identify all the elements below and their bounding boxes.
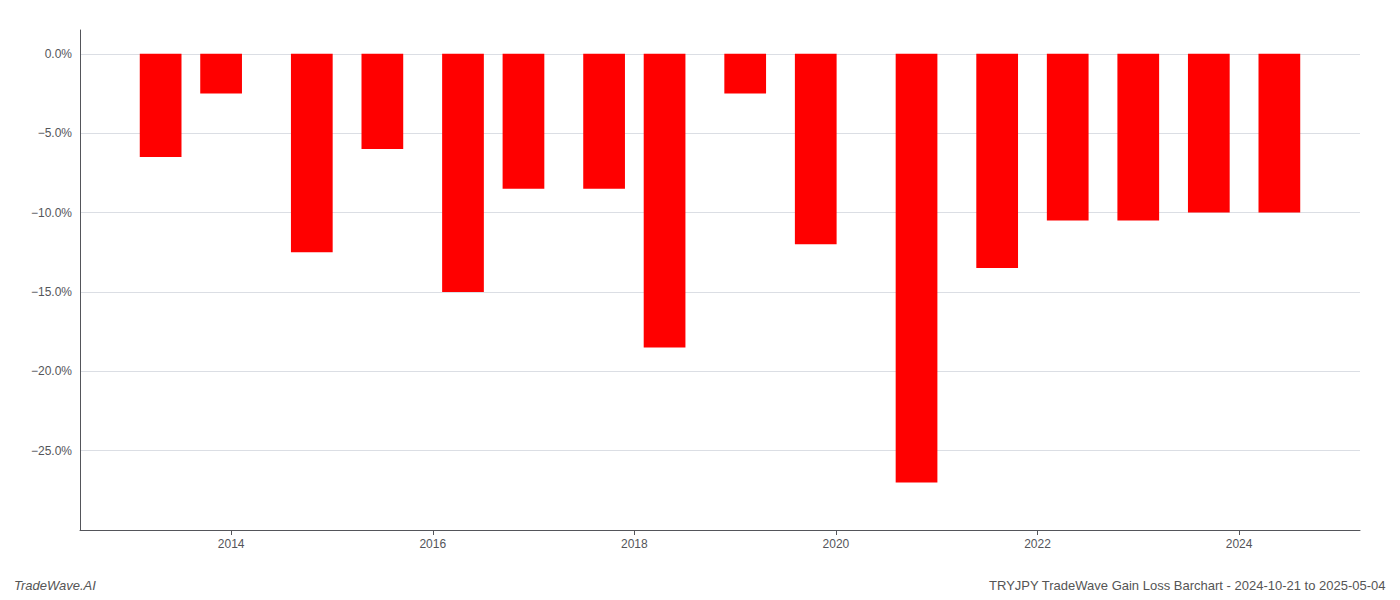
svg-text:0.0%: 0.0% xyxy=(45,47,73,61)
svg-text:−15.0%: −15.0% xyxy=(31,285,72,299)
svg-text:2018: 2018 xyxy=(621,537,648,551)
svg-text:−5.0%: −5.0% xyxy=(38,126,73,140)
svg-text:TradeWave.AI: TradeWave.AI xyxy=(14,578,96,593)
svg-text:−10.0%: −10.0% xyxy=(31,206,72,220)
svg-text:2022: 2022 xyxy=(1024,537,1051,551)
svg-text:2024: 2024 xyxy=(1226,537,1253,551)
svg-text:2016: 2016 xyxy=(419,537,446,551)
svg-text:2014: 2014 xyxy=(218,537,245,551)
svg-text:−25.0%: −25.0% xyxy=(31,444,72,458)
svg-text:2020: 2020 xyxy=(823,537,850,551)
svg-text:TRYJPY TradeWave Gain Loss Bar: TRYJPY TradeWave Gain Loss Barchart - 20… xyxy=(989,578,1385,593)
svg-text:−20.0%: −20.0% xyxy=(31,364,72,378)
